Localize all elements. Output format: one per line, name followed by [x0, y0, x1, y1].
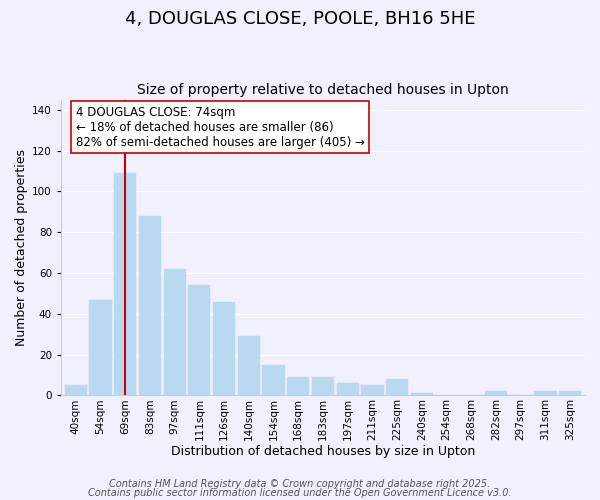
Bar — [238, 336, 260, 396]
Text: Contains public sector information licensed under the Open Government Licence v3: Contains public sector information licen… — [88, 488, 512, 498]
Bar — [386, 379, 408, 396]
Bar — [361, 385, 383, 396]
Bar — [114, 173, 136, 396]
Bar — [89, 300, 112, 396]
Bar — [65, 385, 87, 396]
Text: Contains HM Land Registry data © Crown copyright and database right 2025.: Contains HM Land Registry data © Crown c… — [109, 479, 491, 489]
Bar — [312, 377, 334, 396]
X-axis label: Distribution of detached houses by size in Upton: Distribution of detached houses by size … — [171, 444, 475, 458]
Bar — [164, 269, 186, 396]
Bar — [411, 394, 433, 396]
Bar — [213, 302, 235, 396]
Text: 4, DOUGLAS CLOSE, POOLE, BH16 5HE: 4, DOUGLAS CLOSE, POOLE, BH16 5HE — [125, 10, 475, 28]
Bar — [337, 383, 359, 396]
Text: 4 DOUGLAS CLOSE: 74sqm
← 18% of detached houses are smaller (86)
82% of semi-det: 4 DOUGLAS CLOSE: 74sqm ← 18% of detached… — [76, 106, 365, 148]
Bar — [262, 365, 284, 396]
Title: Size of property relative to detached houses in Upton: Size of property relative to detached ho… — [137, 83, 509, 97]
Bar — [139, 216, 161, 396]
Bar — [188, 285, 211, 396]
Bar — [535, 392, 557, 396]
Bar — [559, 392, 581, 396]
Bar — [485, 392, 507, 396]
Bar — [287, 377, 310, 396]
Y-axis label: Number of detached properties: Number of detached properties — [15, 149, 28, 346]
